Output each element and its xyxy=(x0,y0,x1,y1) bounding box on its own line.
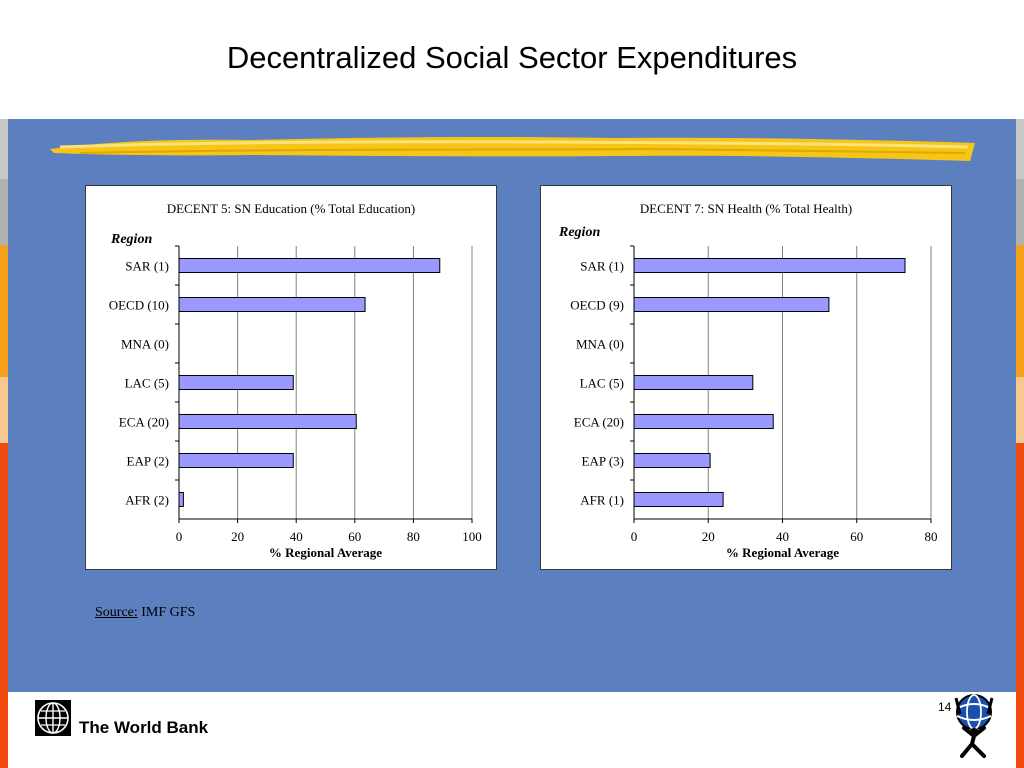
category-label: AFR (1) xyxy=(580,493,624,508)
source-text: IMF GFS xyxy=(141,605,196,620)
x-tick-label: 60 xyxy=(348,529,361,544)
x-tick-label: 40 xyxy=(290,529,303,544)
health-chart-svg: DECENT 7: SN Health (% Total Health) Regi… xyxy=(558,201,938,560)
x-tick-label: 40 xyxy=(776,529,789,544)
education-chart-svg: DECENT 5: SN Education (% Total Educatio… xyxy=(109,201,482,560)
category-label: EAP (2) xyxy=(127,454,170,469)
category-label: LAC (5) xyxy=(125,376,169,391)
bar xyxy=(178,453,294,468)
bar xyxy=(178,375,294,390)
x-axis-label: % Regional Average xyxy=(269,545,382,560)
yellow-brush-stroke xyxy=(50,136,975,161)
y-axis-label: Region xyxy=(110,232,152,247)
category-label: ECA (20) xyxy=(119,415,169,430)
page-number: 14 xyxy=(938,700,952,714)
bar xyxy=(178,297,366,312)
footer-organization-name: The World Bank xyxy=(79,718,209,737)
health-chart: DECENT 7: SN Health (% Total Health) Regi… xyxy=(540,185,952,570)
atlas-globe-icon xyxy=(954,694,994,758)
world-bank-globe-icon xyxy=(35,700,71,736)
x-tick-label: 100 xyxy=(462,529,482,544)
slide-title: Decentralized Social Sector Expenditures xyxy=(226,40,798,75)
x-tick-label: 80 xyxy=(925,529,938,544)
left-decorative-stripes xyxy=(0,0,8,768)
bar xyxy=(633,492,724,507)
x-tick-label: 0 xyxy=(631,529,638,544)
x-tick-label: 60 xyxy=(850,529,863,544)
x-tick-label: 20 xyxy=(231,529,244,544)
category-label: ECA (20) xyxy=(574,415,624,430)
category-label: SAR (1) xyxy=(125,259,169,274)
category-label: OECD (10) xyxy=(109,298,169,313)
y-axis-label: Region xyxy=(558,225,600,240)
category-label: OECD (9) xyxy=(570,298,624,313)
bar xyxy=(633,453,711,468)
bar xyxy=(633,258,906,273)
source-note: Source: IMF GFS xyxy=(95,605,195,621)
category-label: SAR (1) xyxy=(580,259,624,274)
x-tick-label: 0 xyxy=(176,529,183,544)
chart-title: DECENT 5: SN Education (% Total Educatio… xyxy=(167,201,415,216)
category-label: LAC (5) xyxy=(580,376,624,391)
education-chart: DECENT 5: SN Education (% Total Educatio… xyxy=(85,185,497,570)
bar xyxy=(633,297,830,312)
x-axis-label: % Regional Average xyxy=(726,545,839,560)
x-tick-label: 80 xyxy=(407,529,420,544)
category-label: AFR (2) xyxy=(125,493,169,508)
source-label: Source: xyxy=(95,605,138,620)
chart-title: DECENT 7: SN Health (% Total Health) xyxy=(640,201,852,216)
category-label: MNA (0) xyxy=(576,337,624,352)
category-label: EAP (3) xyxy=(582,454,625,469)
bar xyxy=(178,258,441,273)
bar xyxy=(178,492,184,507)
category-label: MNA (0) xyxy=(121,337,169,352)
x-tick-label: 20 xyxy=(702,529,715,544)
bar xyxy=(633,414,774,429)
right-decorative-stripes xyxy=(1016,0,1024,768)
bar xyxy=(178,414,357,429)
bar xyxy=(633,375,754,390)
